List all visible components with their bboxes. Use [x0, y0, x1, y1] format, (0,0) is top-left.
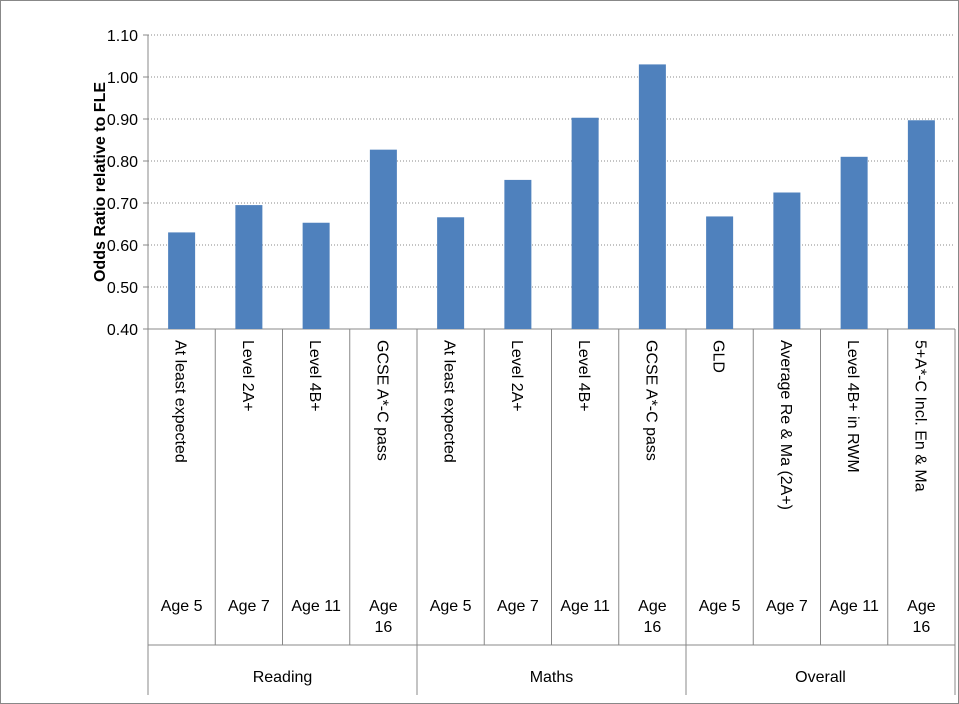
y-tick-label: 0.60: [107, 238, 138, 255]
group-label: Overall: [795, 669, 846, 686]
x-tick-label: At least expected: [172, 340, 189, 463]
bar: [437, 217, 465, 329]
x-tick-label: Level 2A+: [239, 340, 256, 412]
group-label: Reading: [253, 669, 313, 686]
x-tick-label: GLD: [710, 340, 727, 373]
age-label: Age 11: [829, 598, 879, 615]
bar: [706, 216, 734, 329]
age-label: Age 7: [765, 598, 808, 615]
x-tick-label: Level 4B+: [306, 340, 323, 412]
age-label: Age 16: [369, 598, 398, 636]
bar: [235, 205, 263, 329]
bar: [302, 222, 330, 329]
y-tick-label: 0.70: [107, 196, 138, 213]
age-label: Age 5: [160, 598, 203, 615]
age-label: Age 11: [560, 598, 610, 615]
x-tick-label: GCSE A*-C pass: [373, 340, 390, 461]
y-tick-label: 0.80: [107, 154, 138, 171]
bar: [773, 192, 801, 329]
x-tick-label: 5+A*-C Incl. En & Ma: [911, 340, 928, 492]
y-tick-label: 1.00: [107, 70, 138, 87]
x-tick-label: Level 4B+ in RWM: [844, 340, 861, 473]
x-tick-label: GCSE A*-C pass: [642, 340, 659, 461]
x-tick-label: Level 4B+: [575, 340, 592, 412]
y-tick-label: 1.10: [107, 28, 138, 45]
age-label: Age 11: [291, 598, 341, 615]
age-label: Age 16: [907, 598, 936, 636]
bar: [369, 149, 397, 329]
x-tick-label: Level 2A+: [508, 340, 525, 412]
group-label: Maths: [530, 669, 574, 686]
y-axis-title: Odds Ratio relative to FLE: [92, 82, 109, 282]
y-tick-label: 0.40: [107, 322, 138, 339]
age-label: Age 5: [698, 598, 741, 615]
y-tick-label: 0.90: [107, 112, 138, 129]
age-label: Age 5: [429, 598, 472, 615]
bar: [638, 64, 666, 330]
bar: [840, 156, 868, 329]
bar: [168, 232, 196, 329]
y-tick-label: 0.50: [107, 280, 138, 297]
age-label: Age 7: [227, 598, 270, 615]
x-tick-label: Average Re & Ma (2A+): [777, 340, 794, 510]
age-label: Age 16: [638, 598, 667, 636]
age-label: Age 7: [496, 598, 539, 615]
x-tick-label: At least expected: [441, 340, 458, 463]
bar: [907, 120, 935, 329]
bar: [571, 117, 599, 330]
bar: [504, 179, 532, 329]
